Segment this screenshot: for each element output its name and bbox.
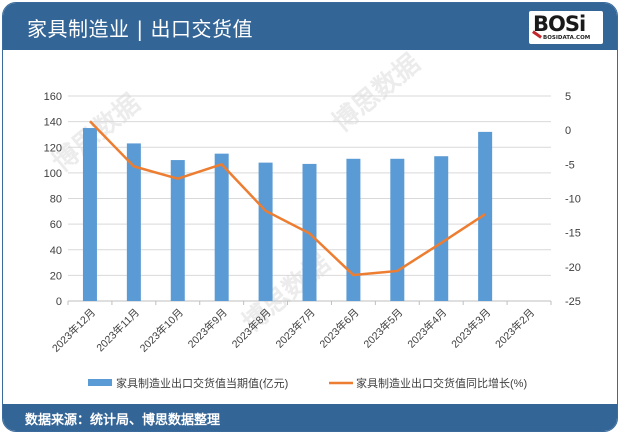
left-axis-tick: 40 [50,245,62,257]
x-axis-label: 2023年9月 [185,306,230,351]
data-source: 数据来源：统计局、博思数据整理 [25,413,221,428]
x-axis-label: 2023年5月 [361,306,406,351]
bar [82,128,97,301]
growth-line [89,120,486,277]
legend-bar-label: 家具制造业出口交货值当期值(亿元) [116,376,288,390]
logo-mark: BOSi [533,12,586,36]
bar [346,158,361,301]
x-axis-label: 2023年6月 [317,306,362,351]
page-title: 家具制造业 | 出口交货值 [27,17,253,41]
x-axis-label: 2023年4月 [405,306,450,351]
left-axis-tick: 20 [50,270,62,282]
bar [214,153,229,301]
x-axis-label: 2023年10月 [137,306,186,355]
left-axis-tick: 140 [44,117,62,129]
left-axis-tick: 0 [56,296,62,308]
logo-url: BOSIDATA.COM [543,35,591,41]
right-axis-tick: -10 [565,194,581,206]
left-axis-tick: 100 [44,168,62,180]
combo-chart: 0 20 40 60 80 100 120 140 160 5 0 -5 -10 -15 -20 -25 202… [44,91,581,390]
bar [434,156,449,301]
right-axis-tick: 5 [565,91,571,103]
legend-line-label: 家具制造业出口交货值同比增长(%) [356,376,527,390]
right-axis-tick: -25 [565,296,581,308]
left-axis-tick: 80 [50,194,62,206]
bar [170,160,185,301]
header-bar: 家具制造业 | 出口交货值 BOSi BOSIDATA.COM [3,3,617,50]
left-axis-tick: 120 [44,142,62,154]
right-axis-tick: 0 [565,125,571,137]
right-axis-tick: -5 [565,159,575,171]
right-axis-tick: -15 [565,228,581,240]
footer-bar: 数据来源：统计局、博思数据整理 [3,404,617,431]
legend-bar-swatch [88,379,112,386]
bar [390,158,405,301]
x-axis-label: 2023年11月 [94,306,142,354]
bar [126,143,141,301]
x-axis-label: 2023年12月 [49,306,98,355]
right-axis-tick: -20 [565,262,581,274]
left-axis-tick: 160 [44,91,62,103]
x-axis-label: 2023年7月 [273,306,318,351]
bar [258,162,273,301]
x-axis-label: 2023年8月 [229,306,274,351]
x-axis-label: 2023年2月 [492,306,537,351]
bar [478,131,493,301]
x-axis-label: 2023年3月 [449,306,494,351]
bosi-logo: BOSi BOSIDATA.COM [529,11,603,44]
left-axis-tick: 60 [50,219,62,231]
